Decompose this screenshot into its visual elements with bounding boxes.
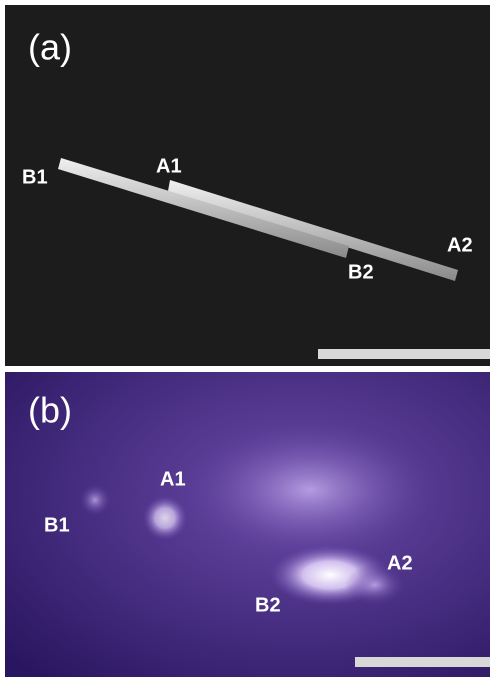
scale-bar [318,349,490,359]
scale-bar [355,657,490,667]
marker: B2 [348,261,374,283]
panel-label: (b) [28,390,72,431]
panel-b: (b) B1 A1 B2 A2 [5,372,490,677]
figure: (a) B1 A1 B2 A2 (b) B1 A1 B2 A2 [0,0,490,677]
emission-spot [143,496,187,540]
emission-spot [79,484,111,516]
marker: A1 [160,468,186,490]
marker: A2 [447,234,473,256]
sem-image [5,5,490,366]
marker: A2 [387,552,413,574]
marker: B1 [44,514,70,536]
panel-a: (a) B1 A1 B2 A2 [5,5,490,366]
marker: B2 [255,594,281,616]
marker: A1 [156,155,182,177]
panel-label: (a) [28,27,72,68]
emission-haze [180,420,440,560]
marker: B1 [22,166,48,188]
